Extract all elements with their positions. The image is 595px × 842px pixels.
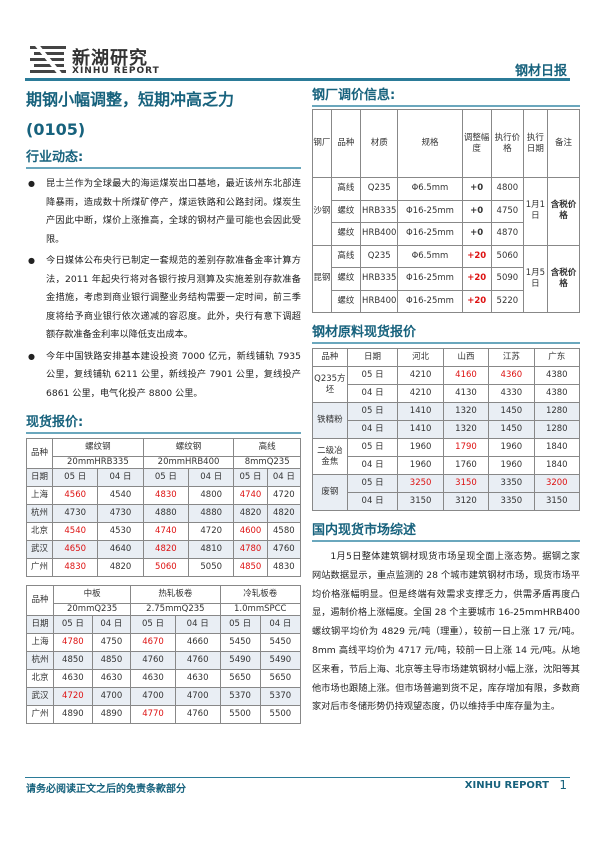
table-row: 二级冶金焦 05 日 1960 1790 1960 1840 — [312, 438, 581, 475]
header-rule — [25, 78, 570, 81]
product-spec: 20mmHRB335 — [52, 456, 144, 469]
table-row: 武汉 4650 4640 4820 4810 4780 4760 — [25, 540, 302, 559]
brand-logo: 新湖研究 XINHU REPORT — [28, 42, 188, 78]
product-spec: 8mmQ235 — [233, 456, 301, 469]
doc-type: 钢材日报 — [514, 64, 567, 79]
table-row: 杭州 4850 4850 4760 4760 5490 5490 — [25, 651, 302, 670]
product-spec: 20mmQ235 — [53, 603, 132, 616]
material-name: Q235方坯 — [312, 366, 348, 403]
product-name: 冷轧板卷 — [219, 585, 302, 604]
table-header-row: 钢厂 品种 材质 规格 调整幅度 执行价格 执行日期 备注 — [312, 109, 581, 178]
table-row: 日期 05 日 04 日 05 日 04 日 05 日 04 日 — [25, 468, 302, 487]
product-name: 热轧板卷 — [130, 585, 221, 604]
mill-name: 沙钢 — [312, 177, 332, 246]
disclaimer-link[interactable]: 请务必阅读正文之后的免责条款部分 — [26, 784, 186, 795]
table-row: 广州 4890 4890 4770 4760 5500 5500 — [25, 705, 302, 724]
product-spec: 20mmHRB400 — [142, 456, 235, 469]
brand-name-en: XINHU REPORT — [72, 66, 160, 76]
table-row: 04 日 1410 1320 1450 1280 — [313, 420, 581, 439]
brand-name-cn: 新湖研究 — [72, 48, 148, 69]
xinhu-logo-icon — [30, 42, 66, 76]
right-column: 钢厂调价信息: 钢厂 品种 材质 规格 调整幅度 执行价格 执行日期 备注 沙钢… — [312, 84, 581, 717]
table-header-row: 品种 日期 河北 山西 江苏 广东 — [312, 348, 581, 367]
mill-price-table: 钢厂 品种 材质 规格 调整幅度 执行价格 执行日期 备注 沙钢 高线 Q235… — [312, 109, 581, 313]
table-row: 武汉 4720 4700 4700 4700 5370 5370 — [25, 687, 302, 706]
footer-brand: XINHU REPORT — [464, 780, 549, 791]
product-spec: 2.75mmQ235 — [130, 603, 221, 616]
table-row: 铁精粉 05 日 1410 1320 1450 1280 — [312, 402, 581, 439]
material-name: 铁精粉 — [312, 402, 348, 439]
date-code: (0105) — [26, 120, 86, 139]
table-row: 螺纹 HRB335 Φ16-25mm +0 4750 — [313, 199, 580, 223]
table-row: Q235方坯 05 日 4210 4160 4360 4380 — [312, 366, 581, 403]
exec-date: 1月1日 — [522, 177, 548, 246]
product-spec: 1.0mmSPCC — [219, 603, 302, 616]
table-row: 杭州 4730 4730 4880 4880 4820 4820 — [25, 504, 302, 523]
product-name: 高线 — [233, 438, 301, 457]
spot-table-rebar: 品种 螺纹钢 螺纹钢 高线 20mmHRB335 20mmHRB400 8mmQ… — [25, 438, 302, 577]
spot-table-plate: 品种 中板 热轧板卷 冷轧板卷 20mmQ235 2.75mmQ235 1.0m… — [25, 585, 302, 724]
price-note: 含税价格 — [546, 177, 581, 246]
table-corner: 品种 — [25, 438, 54, 469]
news-item: 昆士兰作为全球最大的海运煤炭出口基地，最近该州东北部连降暴雨，造成数十所煤矿停产… — [26, 175, 301, 249]
mill-title: 钢厂调价信息: — [312, 84, 580, 107]
page-number: 1 — [559, 778, 567, 792]
news-item: 今日媒体公布央行已制定一套规范的差别存款准备金率计算方法，2011 年起央行将对… — [26, 252, 301, 345]
material-name: 二级冶金焦 — [312, 438, 348, 475]
table-row: 北京 4630 4630 4630 4630 5650 5650 — [25, 669, 302, 688]
table-row: 上海 4560 4540 4830 4800 4740 4720 — [25, 486, 302, 505]
product-name: 中板 — [53, 585, 132, 604]
table-row: 螺纹 HRB400 Φ16-25mm +0 4870 — [313, 222, 580, 246]
table-row: 昆钢 高线 Q235 Φ6.5mm +20 5060 1月5日 含税价格 — [312, 244, 581, 313]
raw-title: 钢材原料现货报价 — [312, 321, 580, 344]
table-row: 上海 4780 4750 4670 4660 5450 5450 — [25, 633, 302, 652]
news-item: 今年中国铁路安排基本建设投资 7000 亿元，新线铺轨 7935 公里，复线铺轨… — [26, 348, 301, 404]
footer-rule — [25, 777, 570, 778]
price-note: 含税价格 — [546, 244, 581, 313]
main-title: 期钢小幅调整，短期冲高乏力 — [26, 90, 235, 109]
table-row: 04 日 1960 1760 1960 1840 — [313, 456, 581, 475]
raw-material-table: 品种 日期 河北 山西 江苏 广东 Q235方坯 05 日 4210 4160 4360… — [312, 348, 581, 511]
industry-title: 行业动态: — [26, 146, 301, 169]
spot-title: 现货报价: — [26, 411, 301, 434]
table-corner: 品种 — [25, 585, 55, 616]
table-row: 04 日 3150 3120 3350 3150 — [313, 492, 581, 511]
material-name: 废钢 — [312, 474, 348, 511]
market-summary: 1月5日整体建筑钢材现货市场呈现全面上涨态势。据钢之家网站数据显示，重点监测的 … — [312, 551, 580, 713]
table-row: 日期 05 日 04 日 05 日 04 日 05 日 04 日 — [25, 615, 302, 634]
mill-name: 昆钢 — [312, 244, 332, 313]
exec-date: 1月5日 — [522, 244, 548, 313]
table-row: 沙钢 高线 Q235 Φ6.5mm +0 4800 1月1日 含税价格 — [312, 177, 581, 246]
industry-news-list: 昆士兰作为全球最大的海运煤炭出口基地，最近该州东北部连降暴雨，造成数十所煤矿停产… — [26, 175, 301, 403]
market-title: 国内现货市场综述 — [312, 519, 580, 542]
table-row: 北京 4540 4530 4740 4720 4600 4580 — [25, 522, 302, 541]
table-row: 废钢 05 日 3250 3150 3350 3200 — [312, 474, 581, 511]
table-row: 04 日 4210 4130 4330 4380 — [313, 384, 581, 403]
left-column: 期钢小幅调整，短期冲高乏力 (0105) 行业动态: 昆士兰作为全球最大的海运煤… — [25, 84, 302, 724]
product-name: 螺纹钢 — [142, 438, 235, 457]
table-row: 螺纹 HRB400 Φ16-25mm +20 5220 — [313, 289, 580, 313]
product-name: 螺纹钢 — [52, 438, 144, 457]
table-row: 广州 4830 4820 5060 5050 4850 4830 — [25, 558, 302, 577]
